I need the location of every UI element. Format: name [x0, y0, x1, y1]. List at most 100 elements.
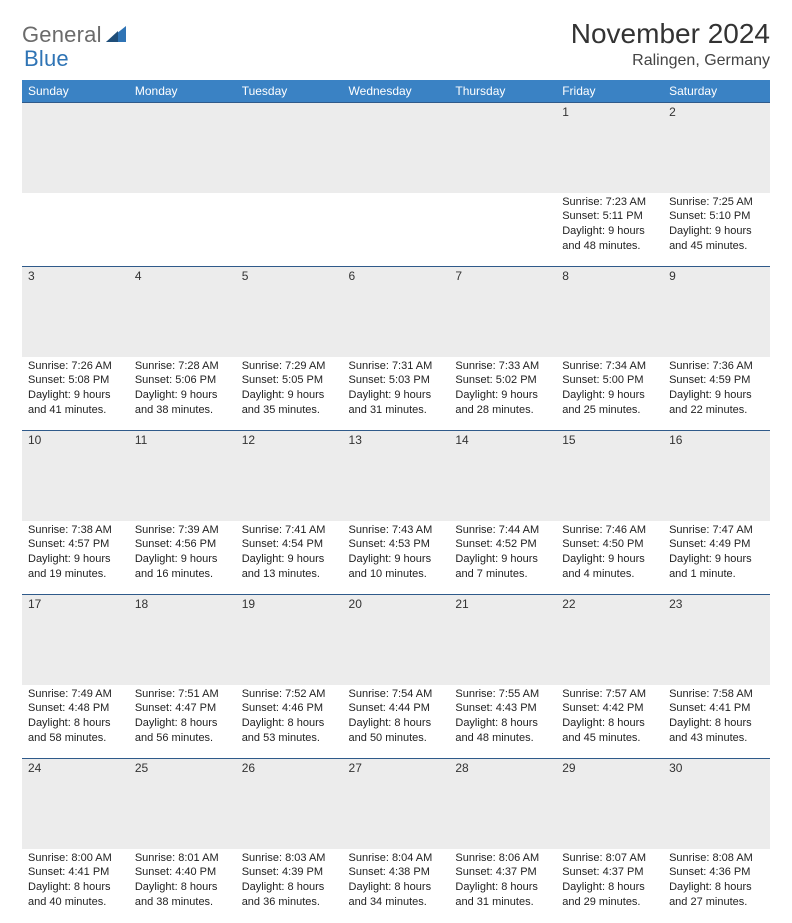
day-d1: Daylight: 9 hours: [242, 388, 337, 403]
day-d2: and 1 minute.: [669, 567, 764, 582]
day-number: 7: [449, 267, 556, 285]
day-d1: Daylight: 8 hours: [135, 716, 230, 731]
day-sr: Sunrise: 7:38 AM: [28, 523, 123, 538]
day-number-cell: 8: [556, 267, 663, 357]
day-number: 2: [663, 103, 770, 121]
day-number: 6: [343, 267, 450, 285]
day-d2: and 31 minutes.: [349, 403, 444, 418]
day-d1: Daylight: 9 hours: [669, 388, 764, 403]
day-ss: Sunset: 5:03 PM: [349, 373, 444, 388]
day-number-cell: 19: [236, 595, 343, 685]
day-ss: Sunset: 4:41 PM: [669, 701, 764, 716]
day-ss: Sunset: 5:10 PM: [669, 209, 764, 224]
day-d1: Daylight: 9 hours: [669, 552, 764, 567]
day-number-cell: [449, 103, 556, 193]
day-number: 30: [663, 759, 770, 777]
day-number-cell: 29: [556, 759, 663, 849]
day-d2: and 22 minutes.: [669, 403, 764, 418]
day-cell: [236, 193, 343, 267]
day-number: 13: [343, 431, 450, 449]
day-d2: and 40 minutes.: [28, 895, 123, 910]
day-d2: and 38 minutes.: [135, 895, 230, 910]
day-d2: and 27 minutes.: [669, 895, 764, 910]
day-d1: Daylight: 9 hours: [349, 552, 444, 567]
day-number: 14: [449, 431, 556, 449]
day-cell: Sunrise: 8:01 AMSunset: 4:40 PMDaylight:…: [129, 849, 236, 923]
day-number: 27: [343, 759, 450, 777]
month-title: November 2024: [571, 18, 770, 50]
day-d2: and 35 minutes.: [242, 403, 337, 418]
day-d2: and 45 minutes.: [669, 239, 764, 254]
day-cell: Sunrise: 7:55 AMSunset: 4:43 PMDaylight:…: [449, 685, 556, 759]
day-number-cell: 5: [236, 267, 343, 357]
day-number-cell: 7: [449, 267, 556, 357]
day-number-cell: 10: [22, 431, 129, 521]
day-sr: Sunrise: 7:52 AM: [242, 687, 337, 702]
brand-part1: General: [22, 22, 102, 48]
day-number: 11: [129, 431, 236, 449]
day-number-cell: 24: [22, 759, 129, 849]
day-cell: Sunrise: 7:57 AMSunset: 4:42 PMDaylight:…: [556, 685, 663, 759]
day-d1: Daylight: 8 hours: [455, 716, 550, 731]
day-d2: and 36 minutes.: [242, 895, 337, 910]
day-number: 24: [22, 759, 129, 777]
day-ss: Sunset: 4:41 PM: [28, 865, 123, 880]
day-ss: Sunset: 5:11 PM: [562, 209, 657, 224]
day-cell: Sunrise: 7:52 AMSunset: 4:46 PMDaylight:…: [236, 685, 343, 759]
day-ss: Sunset: 4:43 PM: [455, 701, 550, 716]
daynum-row: 3456789: [22, 267, 770, 357]
day-cell: Sunrise: 7:41 AMSunset: 4:54 PMDaylight:…: [236, 521, 343, 595]
day-cell: Sunrise: 7:25 AMSunset: 5:10 PMDaylight:…: [663, 193, 770, 267]
day-d1: Daylight: 9 hours: [242, 552, 337, 567]
day-content-row: Sunrise: 7:38 AMSunset: 4:57 PM Daylight:…: [22, 521, 770, 595]
day-d1: Daylight: 9 hours: [28, 388, 123, 403]
day-d2: and 28 minutes.: [455, 403, 550, 418]
title-block: November 2024 Ralingen, Germany: [571, 18, 770, 70]
calendar-table: Sunday Monday Tuesday Wednesday Thursday…: [22, 80, 770, 923]
day-d2: and 31 minutes.: [455, 895, 550, 910]
day-sr: Sunrise: 7:31 AM: [349, 359, 444, 374]
day-number: 1: [556, 103, 663, 121]
day-cell: [22, 193, 129, 267]
day-cell: Sunrise: 7:39 AMSunset: 4:56 PMDaylight:…: [129, 521, 236, 595]
day-ss: Sunset: 4:57 PM: [28, 537, 123, 552]
day-d1: Daylight: 8 hours: [28, 716, 123, 731]
day-cell: Sunrise: 8:08 AMSunset: 4:36 PMDaylight:…: [663, 849, 770, 923]
day-d1: Daylight: 9 hours: [562, 224, 657, 239]
day-sr: Sunrise: 7:25 AM: [669, 195, 764, 210]
day-ss: Sunset: 5:06 PM: [135, 373, 230, 388]
day-ss: Sunset: 4:39 PM: [242, 865, 337, 880]
day-d1: Daylight: 8 hours: [669, 716, 764, 731]
day-cell: Sunrise: 8:07 AMSunset: 4:37 PMDaylight:…: [556, 849, 663, 923]
weekday-header: Wednesday: [343, 80, 450, 103]
day-number: 19: [236, 595, 343, 613]
day-number-cell: 16: [663, 431, 770, 521]
day-d1: Daylight: 8 hours: [455, 880, 550, 895]
day-number: 17: [22, 595, 129, 613]
day-ss: Sunset: 4:54 PM: [242, 537, 337, 552]
day-ss: Sunset: 4:47 PM: [135, 701, 230, 716]
day-number: 21: [449, 595, 556, 613]
weekday-header: Sunday: [22, 80, 129, 103]
brand-part2: Blue: [24, 46, 69, 71]
day-ss: Sunset: 4:42 PM: [562, 701, 657, 716]
day-cell: Sunrise: 7:26 AMSunset: 5:08 PMDaylight:…: [22, 357, 129, 431]
day-sr: Sunrise: 7:47 AM: [669, 523, 764, 538]
day-number: 8: [556, 267, 663, 285]
day-cell: Sunrise: 8:00 AMSunset: 4:41 PMDaylight:…: [22, 849, 129, 923]
day-cell: Sunrise: 7:38 AMSunset: 4:57 PMDaylight:…: [22, 521, 129, 595]
day-number-cell: 3: [22, 267, 129, 357]
day-d2: and 16 minutes.: [135, 567, 230, 582]
day-cell: Sunrise: 7:29 AMSunset: 5:05 PMDaylight:…: [236, 357, 343, 431]
day-sr: Sunrise: 7:43 AM: [349, 523, 444, 538]
day-d1: Daylight: 8 hours: [562, 716, 657, 731]
day-ss: Sunset: 5:08 PM: [28, 373, 123, 388]
day-number: 26: [236, 759, 343, 777]
day-cell: Sunrise: 7:23 AMSunset: 5:11 PMDaylight:…: [556, 193, 663, 267]
day-number-cell: 12: [236, 431, 343, 521]
day-d2: and 56 minutes.: [135, 731, 230, 746]
day-ss: Sunset: 4:59 PM: [669, 373, 764, 388]
day-cell: Sunrise: 7:43 AMSunset: 4:53 PMDaylight:…: [343, 521, 450, 595]
weekday-header: Saturday: [663, 80, 770, 103]
day-d1: Daylight: 9 hours: [669, 224, 764, 239]
